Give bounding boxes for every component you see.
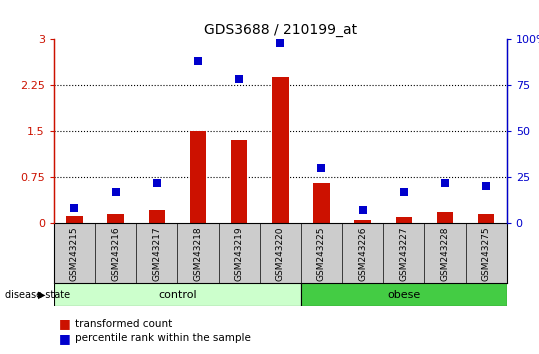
Bar [313,183,330,223]
Text: GSM243226: GSM243226 [358,226,367,280]
Text: GSM243228: GSM243228 [440,226,450,280]
Text: GSM243275: GSM243275 [481,226,490,281]
Text: GSM243217: GSM243217 [153,226,161,281]
Text: transformed count: transformed count [75,319,172,329]
Text: GSM243216: GSM243216 [111,226,120,281]
Text: GSM243219: GSM243219 [234,226,244,281]
Text: ▶: ▶ [38,290,46,299]
Point [153,180,161,185]
Bar [190,131,206,223]
Point [317,165,326,171]
Text: percentile rank within the sample: percentile rank within the sample [75,333,251,343]
Bar [231,140,247,223]
Bar [396,217,412,223]
Bar [437,212,453,223]
Bar [301,283,507,306]
Point [70,205,79,211]
Text: obese: obese [387,290,420,300]
Bar [107,214,124,223]
Text: ■: ■ [59,318,71,330]
Text: GSM243227: GSM243227 [399,226,408,280]
Point [276,40,285,45]
Title: GDS3688 / 210199_at: GDS3688 / 210199_at [204,23,357,36]
Text: disease state: disease state [5,290,71,299]
Point [440,180,449,185]
Bar [54,283,301,306]
Text: control: control [158,290,197,300]
Bar [149,210,165,223]
Text: GSM243215: GSM243215 [70,226,79,281]
Point [235,76,244,82]
Text: ■: ■ [59,332,71,344]
Text: GSM243225: GSM243225 [317,226,326,280]
Point [399,189,408,195]
Point [112,189,120,195]
Point [482,183,490,189]
Bar [478,214,494,223]
Bar [354,220,371,223]
Text: GSM243218: GSM243218 [194,226,203,281]
Point [358,207,367,213]
Text: GSM243220: GSM243220 [276,226,285,280]
Point [194,58,202,64]
Bar [66,216,82,223]
Bar [272,77,288,223]
